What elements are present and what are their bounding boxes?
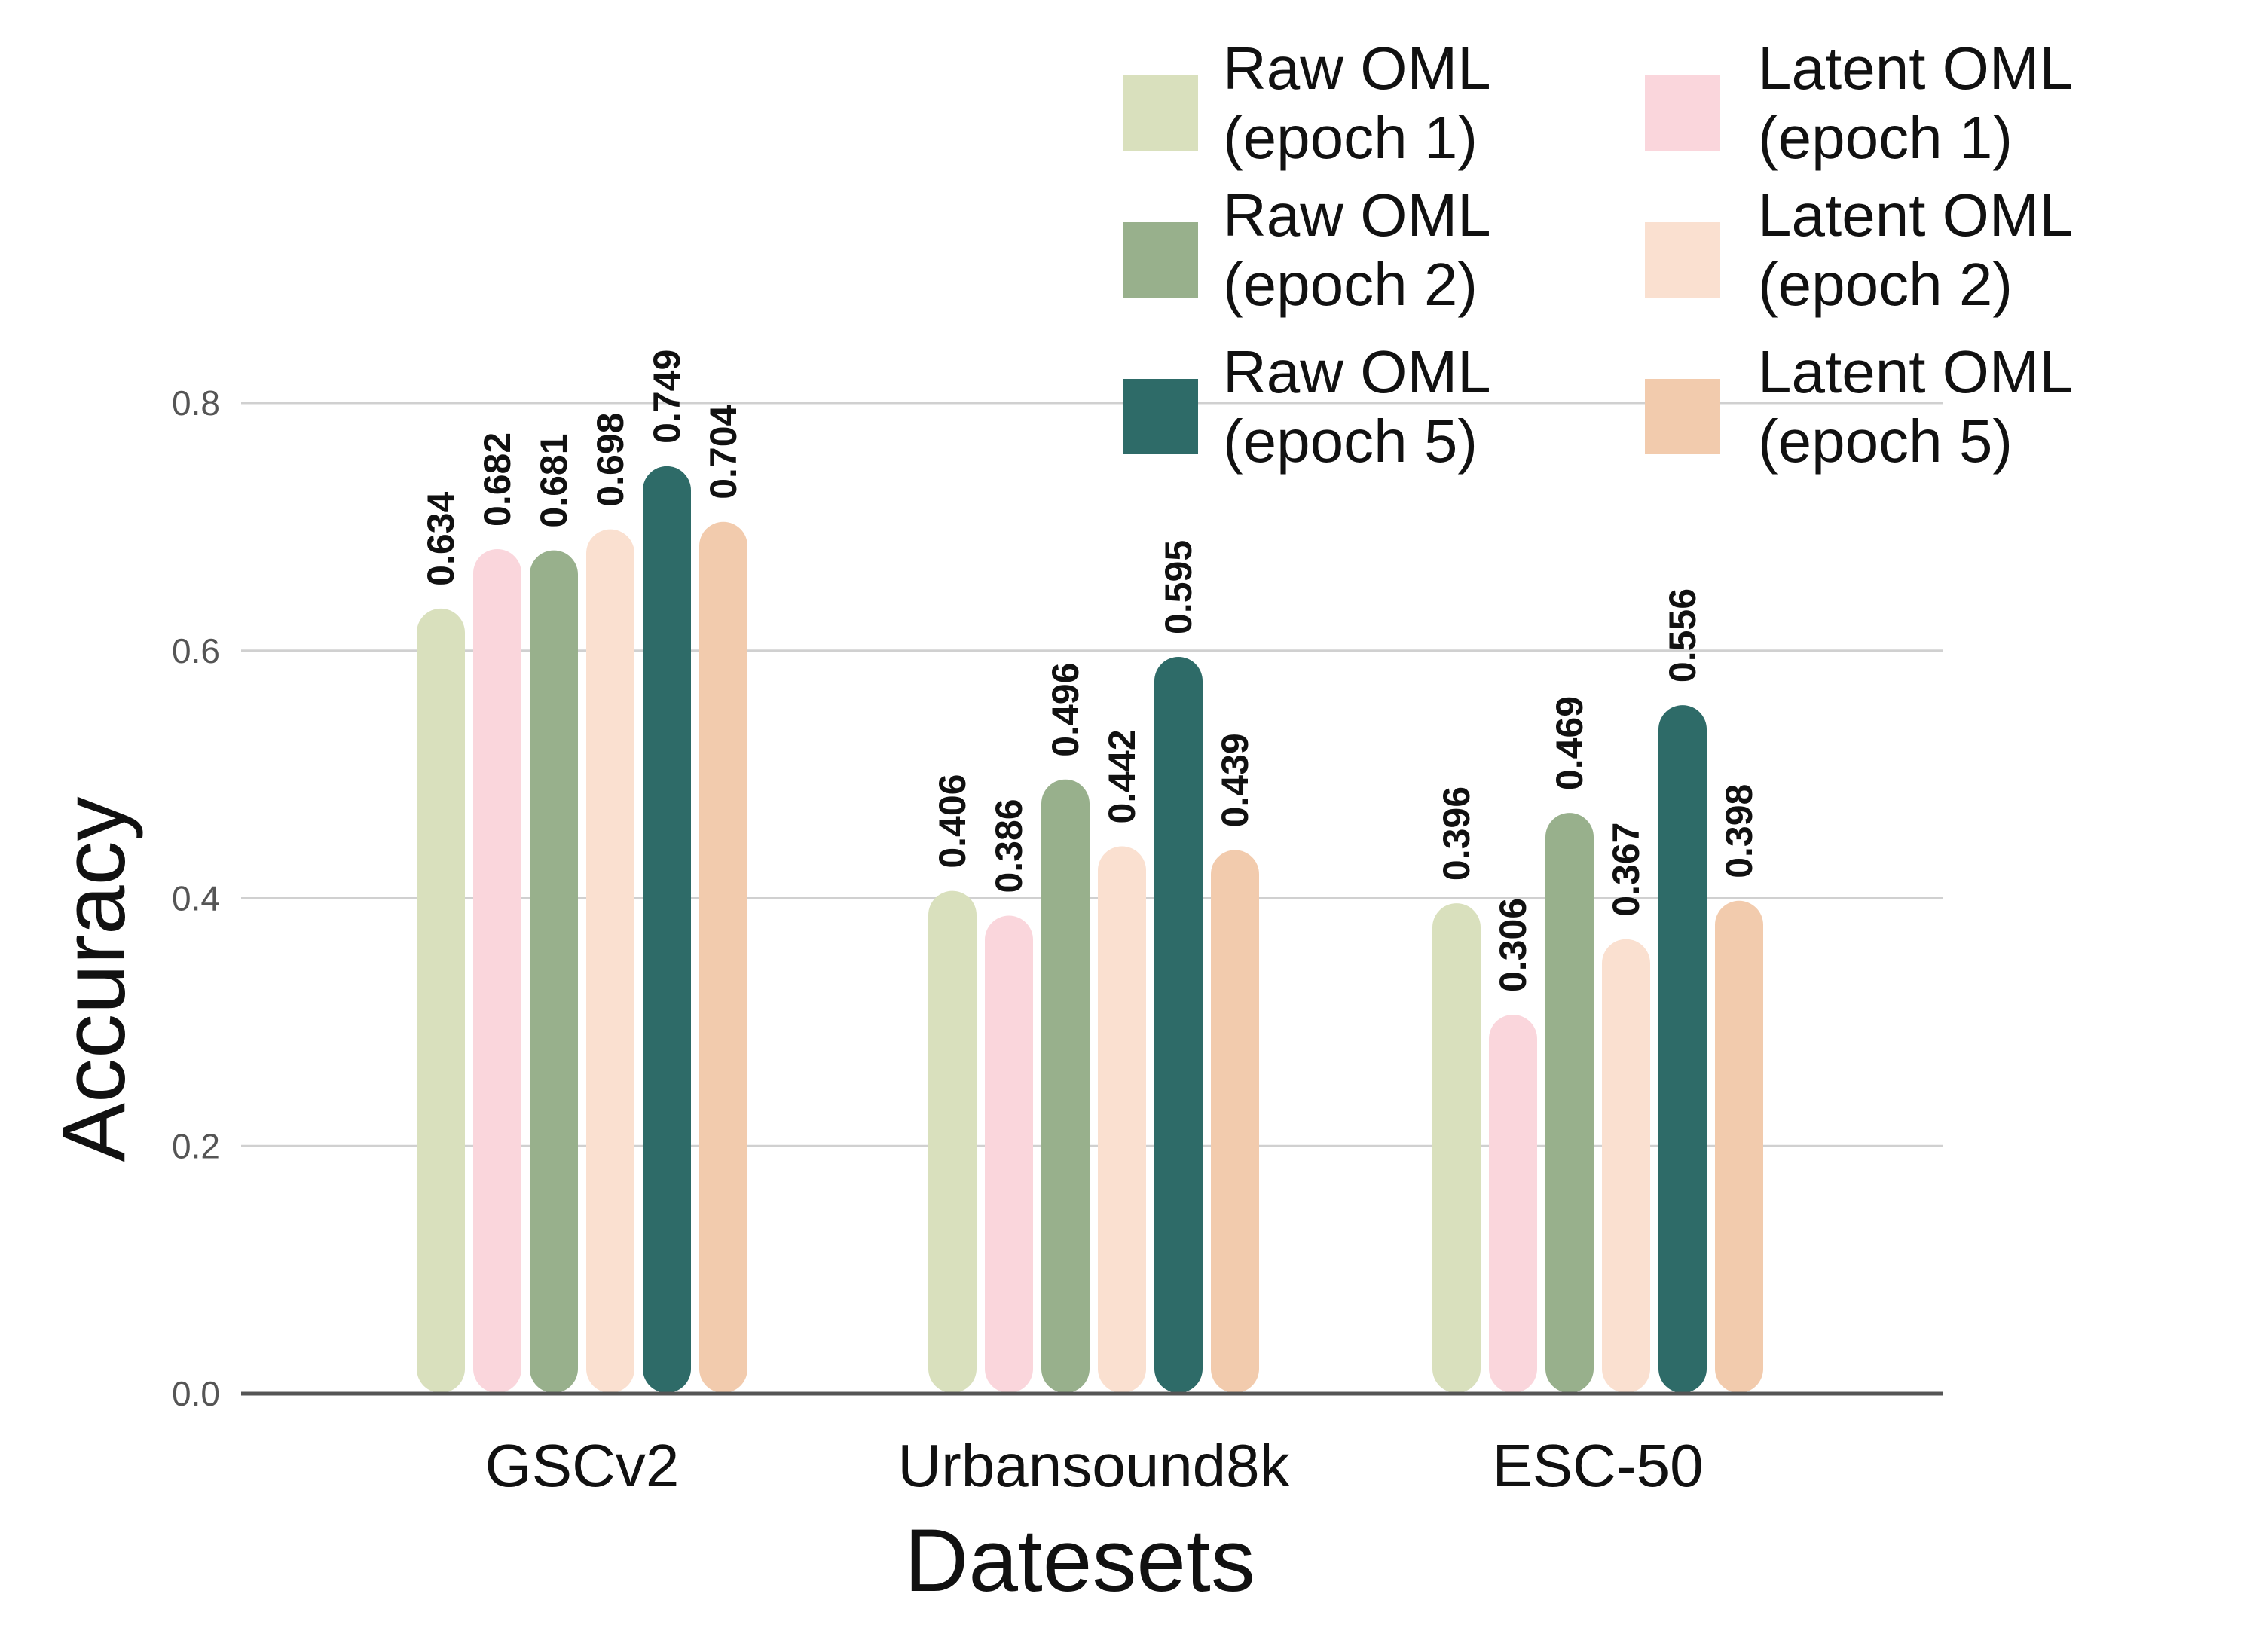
data-label: 0.396 (1435, 786, 1478, 881)
y-tick-label: 0.2 (172, 1126, 220, 1165)
bar-gscv2-series-3 (530, 550, 578, 1394)
legend-swatch-6 (1645, 379, 1720, 454)
bar-esc-50-series-1 (1432, 903, 1481, 1393)
legend-label-2: (epoch 1) (1758, 104, 2013, 171)
data-label: 0.386 (988, 799, 1030, 893)
data-label: 0.682 (476, 432, 518, 527)
legend-label-1: (epoch 1) (1223, 104, 1478, 171)
x-tick-label: ESC-50 (1492, 1432, 1703, 1499)
bar-urbansound8k-series-2 (985, 915, 1033, 1393)
y-tick-label: 0.8 (172, 383, 220, 423)
legend-label-4: (epoch 2) (1758, 251, 2013, 318)
legend-swatch-1 (1123, 75, 1198, 151)
data-label: 0.442 (1101, 729, 1143, 823)
legend-label-5: (epoch 5) (1223, 408, 1478, 475)
bar-gscv2-series-6 (699, 521, 747, 1393)
data-label: 0.556 (1661, 588, 1704, 682)
y-tick-label: 0.0 (172, 1374, 220, 1413)
legend-label-3: (epoch 2) (1223, 251, 1478, 318)
legend-label-6: Latent OML (1758, 338, 2073, 405)
x-tick-label: Urbansound8k (897, 1432, 1290, 1499)
bar-urbansound8k-series-1 (928, 890, 977, 1393)
axes: 0.0 0.2 0.4 0.6 0.8 GSCv2 Urbansound8k ESC-50 (172, 383, 1943, 1499)
bar-urbansound8k-series-6 (1211, 850, 1259, 1393)
data-label: 0.496 (1044, 663, 1087, 757)
data-label: 0.698 (589, 413, 631, 507)
y-tick-label: 0.4 (172, 879, 220, 918)
bar-gscv2-series-1 (417, 608, 465, 1393)
y-tick-label: 0.6 (172, 631, 220, 670)
legend-swatch-4 (1645, 222, 1720, 298)
legend-swatch-3 (1123, 222, 1198, 298)
data-label: 0.367 (1605, 823, 1647, 917)
legend-label-4: Latent OML (1758, 182, 2073, 249)
data-label: 0.406 (931, 774, 974, 869)
bar-esc-50-series-5 (1658, 705, 1707, 1393)
bar-esc-50-series-4 (1602, 939, 1650, 1393)
bar-esc-50-series-2 (1489, 1015, 1537, 1393)
legend-label-5: Raw OML (1223, 338, 1491, 405)
legend-swatch-2 (1645, 75, 1720, 151)
legend: Raw OML(epoch 1)Raw OML(epoch 2)Raw OML(… (1123, 35, 2073, 475)
data-label: 0.681 (533, 433, 575, 527)
bar-urbansound8k-series-3 (1041, 779, 1090, 1393)
y-axis-title: Accuracy (44, 796, 144, 1162)
bar-urbansound8k-series-5 (1154, 656, 1203, 1393)
bar-gscv2-series-2 (473, 548, 521, 1393)
data-label: 0.704 (702, 405, 744, 499)
x-axis-title: Datesets (904, 1511, 1255, 1611)
legend-label-3: Raw OML (1223, 182, 1491, 249)
data-label: 0.749 (646, 350, 688, 444)
bar-urbansound8k-series-4 (1098, 846, 1146, 1393)
bar-esc-50-series-6 (1715, 900, 1763, 1393)
data-label: 0.595 (1157, 540, 1200, 634)
data-label: 0.634 (420, 492, 462, 586)
legend-label-6: (epoch 5) (1758, 408, 2013, 475)
x-tick-label: GSCv2 (485, 1432, 680, 1499)
data-label: 0.398 (1718, 784, 1760, 878)
bar-gscv2-series-5 (643, 466, 691, 1393)
bar-esc-50-series-3 (1545, 813, 1594, 1393)
bar-gscv2-series-4 (586, 529, 634, 1393)
legend-label-1: Raw OML (1223, 35, 1491, 102)
bars (417, 466, 1763, 1394)
legend-label-2: Latent OML (1758, 35, 2073, 102)
data-labels: 0.634 0.682 0.681 0.698 0.749 0.704 0.406 0.386… (420, 350, 1760, 992)
data-label: 0.439 (1214, 733, 1256, 827)
legend-swatch-5 (1123, 379, 1198, 454)
data-label: 0.469 (1548, 696, 1591, 790)
data-label: 0.306 (1492, 898, 1534, 992)
